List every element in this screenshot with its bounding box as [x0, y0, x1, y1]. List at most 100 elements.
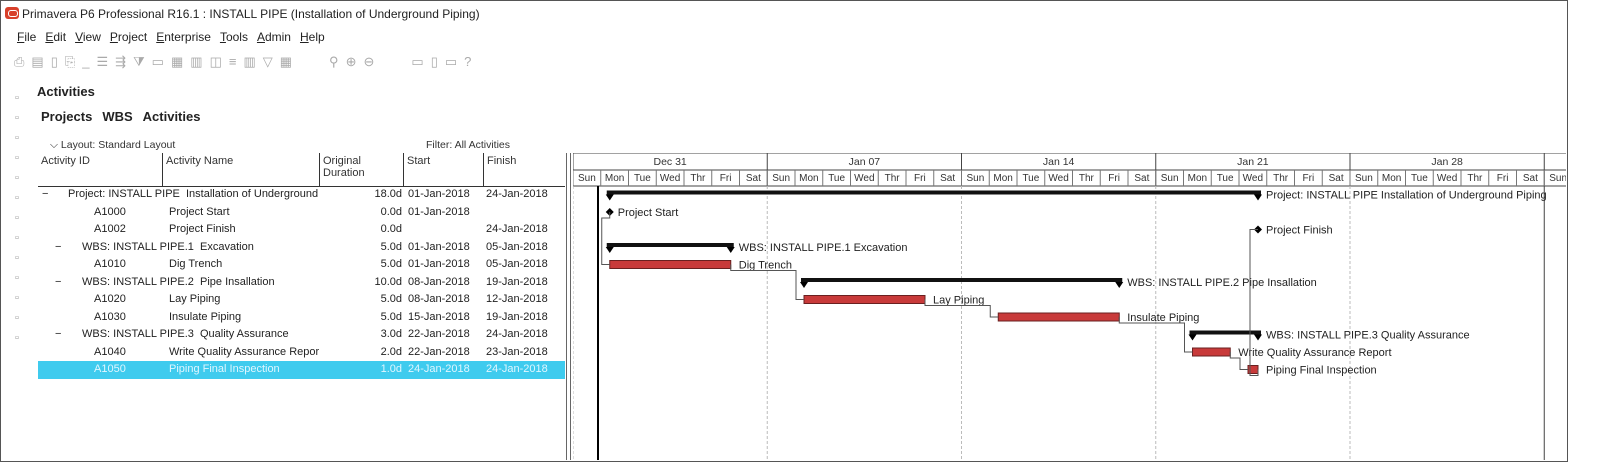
activity-name: Write Quality Assurance Report — [169, 345, 319, 358]
activity-id: A1000 — [94, 205, 126, 218]
layout-label: Layout: Standard Layout — [60, 139, 176, 151]
bar-label: Lay Piping — [933, 295, 984, 307]
delete-icon[interactable]: ▫ — [15, 112, 19, 124]
day-label: Thr — [690, 173, 706, 184]
print-preview-icon[interactable]: ▤ — [31, 54, 44, 69]
collapse-icon[interactable]: ▫ — [15, 152, 19, 164]
split-view-icon[interactable]: ▭ — [411, 54, 424, 69]
print-settings-icon[interactable]: ⎘ — [64, 54, 76, 69]
window-title: Primavera P6 Professional R16.1 : INSTAL… — [22, 7, 480, 21]
finish-date: 24-Jan-2018 — [486, 188, 548, 200]
copy-icon[interactable]: ▫ — [15, 132, 19, 144]
spreadsheet-icon[interactable]: ▥ — [190, 54, 203, 69]
tab-projects[interactable]: Projects — [41, 109, 93, 124]
finish-date: 24-Jan-2018 — [486, 363, 548, 375]
filter-funnel-icon[interactable]: ▽ — [262, 54, 273, 69]
menu-enterprise[interactable]: Enterprise — [156, 30, 211, 44]
level-icon[interactable]: ▫ — [15, 212, 19, 224]
table-row[interactable]: − Project: INSTALL PIPE Installation of U… — [38, 186, 565, 204]
app-window — [0, 0, 1568, 462]
start-date: 22-Jan-2018 — [408, 345, 470, 358]
summary-bar — [606, 190, 1261, 195]
finish-date: 05-Jan-2018 — [486, 258, 548, 270]
group-sort-icon[interactable]: ⇶ — [115, 54, 127, 69]
align-icon[interactable]: ≡ — [228, 54, 237, 69]
schedule-icon[interactable]: ▫ — [15, 192, 19, 204]
flag-icon[interactable]: ▫ — [15, 312, 19, 324]
table-row[interactable]: A1050 Piping Final Inspection 1.0d 24-Jan-2… — [38, 361, 565, 379]
table-row[interactable]: A1002 Project Finish 0.0d 24-Jan-2018 — [38, 221, 565, 239]
tab-activities[interactable]: Activities — [142, 109, 201, 124]
notes-icon[interactable]: ▭ — [444, 54, 458, 69]
table-row[interactable]: A1020 Lay Piping 5.0d 08-Jan-2018 12-Jan-201… — [38, 291, 565, 309]
day-label: Wed — [1048, 173, 1068, 184]
activity-id: A1050 — [94, 363, 126, 375]
columns-icon[interactable]: ☰ — [96, 54, 109, 69]
print-icon[interactable]: ⎙ — [14, 54, 25, 69]
link-icon[interactable]: ⚲ — [329, 54, 339, 69]
week-label: Jan 07 — [849, 156, 881, 168]
add-icon[interactable]: ▫ — [15, 92, 19, 104]
bars-icon[interactable]: ▭ — [151, 54, 164, 69]
layout-icon[interactable]: ▦ — [170, 54, 184, 69]
collapse-icon[interactable]: − — [42, 188, 49, 200]
day-label: Thr — [1079, 173, 1095, 184]
table-row[interactable]: A1000 Project Start 0.0d 01-Jan-2018 — [38, 204, 565, 222]
summary-start-marker — [605, 247, 614, 253]
expand-icon[interactable]: ▫ — [15, 172, 19, 184]
report-icon[interactable]: ▫ — [15, 272, 19, 284]
menu-tools[interactable]: Tools — [219, 30, 248, 44]
start-date: 08-Jan-2018 — [408, 293, 470, 305]
blank-icon[interactable]: _ — [82, 54, 90, 69]
wbs-icon[interactable]: ▫ — [15, 232, 19, 244]
table-row[interactable]: − WBS: INSTALL PIPE.3 Quality Assurance 3.… — [38, 326, 565, 344]
col-header-original-duration[interactable]: Original Duration — [320, 153, 404, 186]
collapse-icon[interactable]: − — [55, 328, 62, 340]
day-label: Fri — [1303, 173, 1315, 184]
start-date: 01-Jan-2018 — [408, 188, 470, 200]
finish-date: 24-Jan-2018 — [486, 328, 548, 340]
table-row[interactable]: A1030 Insulate Piping 5.0d 15-Jan-2018 19-Ja… — [38, 309, 565, 327]
activity-name: Dig Trench — [169, 258, 223, 270]
tab-wbs[interactable]: WBS — [102, 109, 133, 124]
collapse-icon[interactable]: − — [55, 240, 62, 253]
table-row[interactable]: A1040 Write Quality Assurance Report 2.0d 2… — [38, 344, 565, 362]
original-duration: 0.0d — [380, 205, 402, 218]
table-row[interactable]: − WBS: INSTALL PIPE.2 Pipe Insallation 10.… — [38, 274, 565, 292]
panel-icon[interactable]: ▯ — [430, 54, 438, 69]
original-duration: 5.0d — [380, 240, 402, 253]
assign-icon[interactable]: ▫ — [15, 252, 19, 264]
menu-file[interactable]: File — [17, 30, 37, 44]
table-row[interactable]: A1010 Dig Trench 5.0d 01-Jan-2018 05-Jan-201… — [38, 256, 565, 274]
layout-selector[interactable]: ⌵ Layout: Standard Layout — [50, 139, 175, 152]
zoom-out-icon[interactable]: ⊖ — [363, 54, 375, 69]
chart-icon[interactable]: ▥ — [243, 54, 256, 69]
activity-name: Project Start — [169, 205, 230, 218]
sort-icon[interactable]: ▫ — [15, 332, 19, 344]
menu-admin[interactable]: Admin — [256, 30, 291, 44]
day-label: Tue — [1217, 173, 1234, 184]
zoom-in-icon[interactable]: ⊕ — [345, 54, 357, 69]
original-duration: 1.0d — [380, 363, 402, 375]
menu-help[interactable]: Help — [299, 30, 325, 44]
menu-project[interactable]: Project — [109, 30, 148, 44]
left-toolbar: ▫ ▫ ▫ ▫ ▫ ▫ ▫ ▫ ▫ ▫ ▫ ▫ ▫ — [8, 92, 26, 344]
day-label: Wed — [1437, 173, 1457, 184]
filter-icon[interactable]: ⧩ — [133, 54, 145, 69]
day-label: Sun — [772, 173, 790, 184]
col-header-start[interactable]: Start — [404, 153, 484, 186]
table-row[interactable]: − WBS: INSTALL PIPE.1 Excavation 5.0d 01-Ja… — [38, 239, 565, 257]
filter-label[interactable]: Filter: All Activities — [426, 139, 511, 151]
col-header-activity-name[interactable]: Activity Name — [163, 153, 320, 186]
collapse-icon[interactable]: − — [55, 275, 62, 288]
help-icon[interactable]: ? — [464, 54, 472, 69]
col-header-finish[interactable]: Finish — [487, 155, 517, 167]
menu-edit[interactable]: Edit — [45, 30, 67, 44]
menu-view[interactable]: View — [75, 30, 101, 44]
col-header-activity-id[interactable]: Activity ID — [38, 153, 163, 186]
filter-icon[interactable]: ▫ — [15, 292, 19, 304]
pane-splitter[interactable] — [566, 153, 571, 460]
page-setup-icon[interactable]: ▯ — [50, 54, 58, 69]
table-icon[interactable]: ▦ — [279, 54, 293, 69]
timescale-icon[interactable]: ◫ — [209, 54, 222, 69]
